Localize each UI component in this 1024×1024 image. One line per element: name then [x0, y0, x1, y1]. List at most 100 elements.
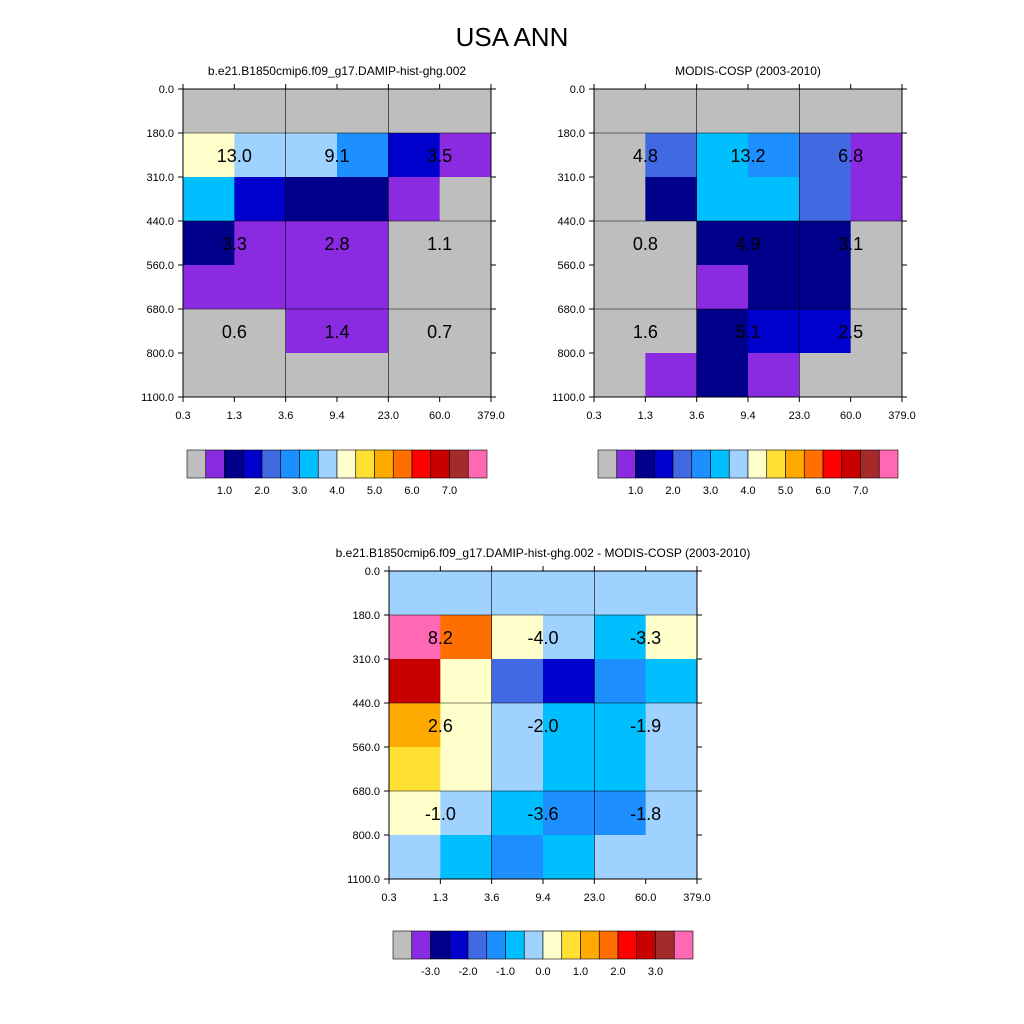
cell-value-label: 1.4	[324, 322, 349, 342]
heatmap-cell	[594, 659, 647, 704]
heatmap-cell	[645, 309, 698, 354]
colorbar-swatch	[672, 449, 693, 479]
colorbar-swatch	[860, 449, 880, 479]
colorbar-swatch	[505, 930, 525, 960]
colorbar-swatch	[580, 930, 600, 960]
heatmap-cell	[645, 615, 698, 660]
heatmap-cell	[234, 133, 287, 178]
colorbar-label: 5.0	[778, 485, 793, 497]
heatmap-cell	[439, 309, 492, 354]
cell-value-label: -4.0	[527, 628, 558, 648]
heatmap-cell	[439, 177, 492, 222]
heatmap-cell	[440, 703, 493, 748]
heatmap-cell	[337, 221, 389, 266]
colorbar-swatch	[449, 449, 469, 479]
y-tick-label: 310.0	[352, 654, 380, 666]
colorbar-swatch	[653, 449, 674, 479]
colorbar: 1.0 2.0 3.0 4.0 5.0 6.0 7.0	[597, 449, 899, 497]
cell-value-label: 5.1	[735, 322, 760, 342]
colorbar-swatch	[597, 449, 618, 479]
colorbar-swatch	[486, 930, 506, 960]
heatmap-cell	[439, 265, 492, 310]
colorbar-swatch	[673, 930, 694, 960]
y-tick-label: 680.0	[352, 786, 380, 798]
colorbar-swatch	[205, 449, 225, 479]
colorbar-swatch	[561, 930, 581, 960]
x-tick-label: 0.3	[381, 892, 396, 904]
colorbar-swatch	[728, 449, 749, 479]
cell-value-label: -1.9	[630, 716, 661, 736]
heatmap-cell	[285, 133, 338, 178]
cell-value-label: 3.3	[222, 234, 247, 254]
cell-value-label: 13.2	[730, 146, 765, 166]
x-tick-label: 379.0	[888, 410, 916, 422]
cell-value-label: 0.8	[633, 234, 658, 254]
heatmap-cell	[748, 353, 800, 398]
heatmap-cell	[285, 309, 338, 354]
y-tick-label: 440.0	[352, 698, 380, 710]
heatmap-cell	[543, 835, 595, 880]
heatmap-cell	[183, 89, 235, 134]
y-tick-label: 1100.0	[347, 874, 380, 886]
x-tick-label: 60.0	[429, 410, 450, 422]
heatmap-cell	[594, 703, 647, 748]
heatmap-cell	[491, 571, 544, 616]
heatmap-cell	[645, 133, 698, 178]
heatmap-cell	[440, 571, 493, 616]
x-tick-label: 9.4	[535, 892, 550, 904]
heatmap-cell	[799, 221, 852, 266]
colorbar-swatch	[467, 449, 488, 479]
y-tick-label: 1100.0	[141, 392, 174, 404]
x-tick-label: 379.0	[683, 892, 711, 904]
heatmap-cell	[645, 265, 698, 310]
heatmap-cell	[337, 177, 389, 222]
heatmap-cell	[748, 133, 800, 178]
heatmap-cell	[748, 309, 800, 354]
x-tick-label: 60.0	[840, 410, 861, 422]
heatmap-cell	[285, 89, 338, 134]
colorbar-swatch	[841, 449, 861, 479]
heatmap-cell	[389, 615, 441, 660]
y-tick-label: 680.0	[557, 304, 585, 316]
heatmap-cell	[234, 89, 287, 134]
heatmap-cell	[696, 89, 749, 134]
colorbar-swatch	[261, 449, 282, 479]
y-tick-label: 0.0	[159, 84, 174, 96]
heatmap-cell	[285, 353, 338, 398]
colorbar-swatch	[299, 449, 319, 479]
colorbar-swatch	[523, 930, 544, 960]
colorbar-swatch	[878, 449, 899, 479]
cell-value-label: -2.0	[527, 716, 558, 736]
heatmap-cell	[439, 221, 492, 266]
colorbar-label: 6.0	[404, 485, 419, 497]
heatmap-cell	[388, 353, 441, 398]
colorbar-swatch	[411, 930, 431, 960]
heatmap-cell	[748, 89, 800, 134]
heatmap-cell	[440, 615, 493, 660]
heatmap-cell	[337, 309, 389, 354]
heatmap-cell	[594, 309, 646, 354]
heatmap-cell	[439, 89, 492, 134]
x-tick-label: 1.3	[638, 410, 653, 422]
x-tick-label: 3.6	[689, 410, 704, 422]
heatmap-cell	[594, 571, 647, 616]
colorbar-label: 5.0	[367, 485, 382, 497]
heatmap-cell	[285, 221, 338, 266]
heatmap-cell	[799, 353, 852, 398]
heatmap-cell	[645, 659, 698, 704]
heatmap-cell	[388, 221, 441, 266]
heatmap-cell	[389, 703, 441, 748]
y-tick-label: 680.0	[146, 304, 174, 316]
heatmap-cell	[183, 265, 235, 310]
colorbar-swatch	[616, 449, 636, 479]
cell-value-label: 0.7	[427, 322, 452, 342]
y-tick-label: 310.0	[146, 172, 174, 184]
colorbar-swatch	[542, 930, 563, 960]
colorbar-label: 2.0	[665, 485, 680, 497]
heatmap-cell	[234, 353, 287, 398]
heatmap-cell	[491, 703, 544, 748]
x-tick-label: 1.3	[227, 410, 242, 422]
colorbar-swatch	[617, 930, 638, 960]
heatmap-cell	[285, 177, 338, 222]
heatmap-cell	[388, 177, 441, 222]
